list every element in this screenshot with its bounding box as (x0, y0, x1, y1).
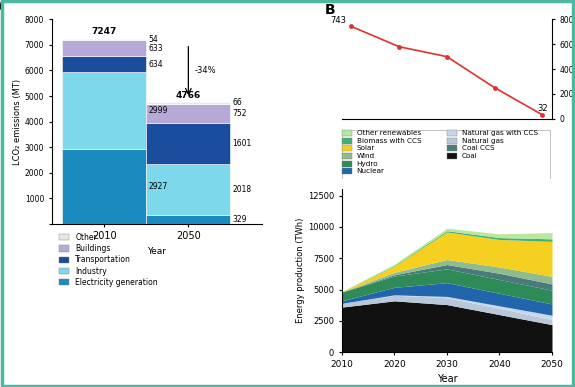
Bar (146, 123, 231, 164)
Legend: Other, Buildings, Transportation, Industry, Electricity generation: Other, Buildings, Transportation, Indust… (56, 230, 161, 290)
FancyBboxPatch shape (342, 153, 352, 159)
FancyBboxPatch shape (342, 146, 352, 151)
Bar (62, 56, 146, 72)
Text: 752: 752 (232, 109, 247, 118)
Text: Solar: Solar (356, 146, 375, 151)
Text: 7247: 7247 (91, 27, 117, 36)
FancyBboxPatch shape (447, 130, 458, 136)
Bar (62, 39, 146, 40)
Text: 32: 32 (538, 104, 549, 113)
Bar (146, 216, 231, 224)
Text: Biomass with CCS: Biomass with CCS (356, 138, 421, 144)
FancyBboxPatch shape (342, 168, 352, 174)
Text: B: B (325, 3, 336, 17)
Text: 329: 329 (232, 215, 247, 224)
Text: 2018: 2018 (232, 185, 252, 194)
Text: Natural gas: Natural gas (462, 138, 503, 144)
FancyBboxPatch shape (447, 146, 458, 151)
Text: 66: 66 (232, 98, 242, 107)
Bar (146, 164, 231, 216)
Text: A: A (0, 0, 3, 14)
Text: 2999: 2999 (148, 106, 168, 115)
Bar (146, 102, 231, 104)
Bar (62, 72, 146, 149)
Text: Coal CCS: Coal CCS (462, 146, 494, 151)
FancyBboxPatch shape (342, 130, 550, 179)
Text: -34%: -34% (195, 67, 216, 75)
Text: Wind: Wind (356, 153, 375, 159)
X-axis label: Year: Year (436, 374, 457, 384)
Bar (62, 40, 146, 56)
Text: 743: 743 (331, 16, 347, 25)
Text: 634: 634 (148, 60, 163, 69)
FancyBboxPatch shape (342, 138, 352, 144)
Bar (146, 104, 231, 123)
Text: 2927: 2927 (148, 182, 168, 191)
Text: 633: 633 (148, 44, 163, 53)
Text: Other renewables: Other renewables (356, 130, 421, 136)
Bar (62, 149, 146, 224)
X-axis label: Year: Year (147, 247, 166, 256)
FancyBboxPatch shape (447, 138, 458, 144)
Text: Coal: Coal (462, 153, 477, 159)
Text: Hydro: Hydro (356, 161, 378, 167)
Text: Natural gas with CCS: Natural gas with CCS (462, 130, 538, 136)
Y-axis label: Energy production (TWh): Energy production (TWh) (296, 218, 305, 324)
FancyBboxPatch shape (447, 153, 458, 159)
Text: 54: 54 (148, 35, 158, 44)
Text: 4766: 4766 (176, 91, 201, 100)
Text: Nuclear: Nuclear (356, 168, 385, 174)
FancyBboxPatch shape (342, 130, 352, 136)
FancyBboxPatch shape (342, 161, 352, 167)
Y-axis label: LCO₂ emissions (MT): LCO₂ emissions (MT) (13, 79, 22, 164)
Text: 1601: 1601 (232, 139, 252, 148)
